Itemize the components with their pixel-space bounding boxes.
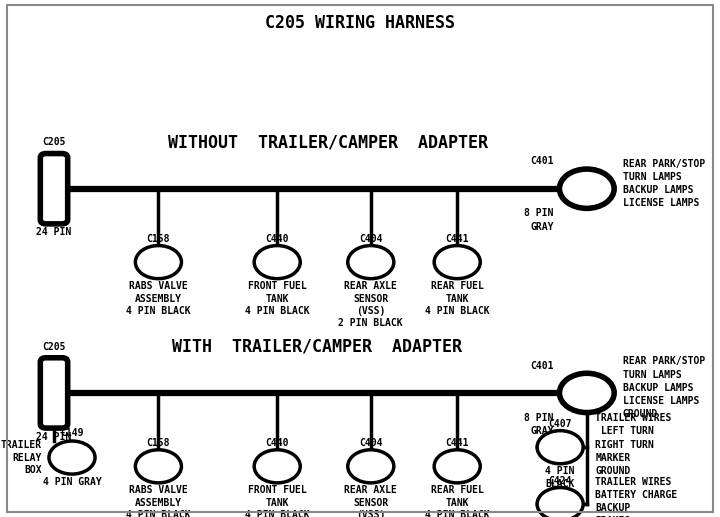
Circle shape xyxy=(559,373,614,413)
Text: C441: C441 xyxy=(446,438,469,448)
Text: C441: C441 xyxy=(446,234,469,244)
Text: TRAILER
RELAY
BOX: TRAILER RELAY BOX xyxy=(1,440,42,475)
Circle shape xyxy=(254,450,300,483)
Text: C149: C149 xyxy=(60,429,84,438)
Circle shape xyxy=(348,246,394,279)
Text: C205: C205 xyxy=(42,342,66,352)
Text: REAR FUEL
TANK
4 PIN BLACK: REAR FUEL TANK 4 PIN BLACK xyxy=(425,485,490,517)
Text: 4 PIN GRAY: 4 PIN GRAY xyxy=(42,477,102,486)
Text: C440: C440 xyxy=(266,234,289,244)
Text: 24 PIN: 24 PIN xyxy=(37,432,71,442)
Text: C158: C158 xyxy=(147,438,170,448)
Text: REAR PARK/STOP
TURN LAMPS
BACKUP LAMPS
LICENSE LAMPS
GROUND: REAR PARK/STOP TURN LAMPS BACKUP LAMPS L… xyxy=(623,356,705,419)
Text: WITHOUT  TRAILER/CAMPER  ADAPTER: WITHOUT TRAILER/CAMPER ADAPTER xyxy=(168,133,487,151)
Text: FRONT FUEL
TANK
4 PIN BLACK: FRONT FUEL TANK 4 PIN BLACK xyxy=(245,485,310,517)
Text: 8 PIN
GRAY: 8 PIN GRAY xyxy=(524,208,554,232)
Text: C424: C424 xyxy=(549,476,572,486)
Text: C205: C205 xyxy=(42,138,66,147)
Text: REAR AXLE
SENSOR
(VSS)
2 PIN BLACK: REAR AXLE SENSOR (VSS) 2 PIN BLACK xyxy=(338,485,403,517)
Text: C401: C401 xyxy=(530,157,554,166)
Circle shape xyxy=(537,488,583,517)
Text: C158: C158 xyxy=(147,234,170,244)
Circle shape xyxy=(135,246,181,279)
Text: WITH  TRAILER/CAMPER  ADAPTER: WITH TRAILER/CAMPER ADAPTER xyxy=(172,338,462,355)
Text: RABS VALVE
ASSEMBLY
4 PIN BLACK: RABS VALVE ASSEMBLY 4 PIN BLACK xyxy=(126,485,191,517)
Text: 8 PIN
GRAY: 8 PIN GRAY xyxy=(524,413,554,436)
Circle shape xyxy=(434,246,480,279)
Text: C404: C404 xyxy=(359,234,382,244)
Circle shape xyxy=(559,169,614,208)
Text: TRAILER WIRES
BATTERY CHARGE
BACKUP
BRAKES: TRAILER WIRES BATTERY CHARGE BACKUP BRAK… xyxy=(595,477,678,517)
Circle shape xyxy=(537,431,583,464)
Text: FRONT FUEL
TANK
4 PIN BLACK: FRONT FUEL TANK 4 PIN BLACK xyxy=(245,281,310,316)
Text: C407: C407 xyxy=(549,419,572,429)
Text: C440: C440 xyxy=(266,438,289,448)
Circle shape xyxy=(348,450,394,483)
Text: C404: C404 xyxy=(359,438,382,448)
Text: RABS VALVE
ASSEMBLY
4 PIN BLACK: RABS VALVE ASSEMBLY 4 PIN BLACK xyxy=(126,281,191,316)
FancyBboxPatch shape xyxy=(40,358,68,428)
Text: 4 PIN
BLACK: 4 PIN BLACK xyxy=(546,466,575,489)
Circle shape xyxy=(135,450,181,483)
Text: C401: C401 xyxy=(530,361,554,371)
Circle shape xyxy=(254,246,300,279)
Text: TRAILER WIRES
 LEFT TURN
RIGHT TURN
MARKER
GROUND: TRAILER WIRES LEFT TURN RIGHT TURN MARKE… xyxy=(595,413,672,476)
Text: REAR AXLE
SENSOR
(VSS)
2 PIN BLACK: REAR AXLE SENSOR (VSS) 2 PIN BLACK xyxy=(338,281,403,328)
Text: C205 WIRING HARNESS: C205 WIRING HARNESS xyxy=(265,14,455,32)
FancyBboxPatch shape xyxy=(40,154,68,224)
Text: 24 PIN: 24 PIN xyxy=(37,227,71,237)
Text: REAR FUEL
TANK
4 PIN BLACK: REAR FUEL TANK 4 PIN BLACK xyxy=(425,281,490,316)
Text: REAR PARK/STOP
TURN LAMPS
BACKUP LAMPS
LICENSE LAMPS: REAR PARK/STOP TURN LAMPS BACKUP LAMPS L… xyxy=(623,159,705,208)
Circle shape xyxy=(49,441,95,474)
Circle shape xyxy=(434,450,480,483)
